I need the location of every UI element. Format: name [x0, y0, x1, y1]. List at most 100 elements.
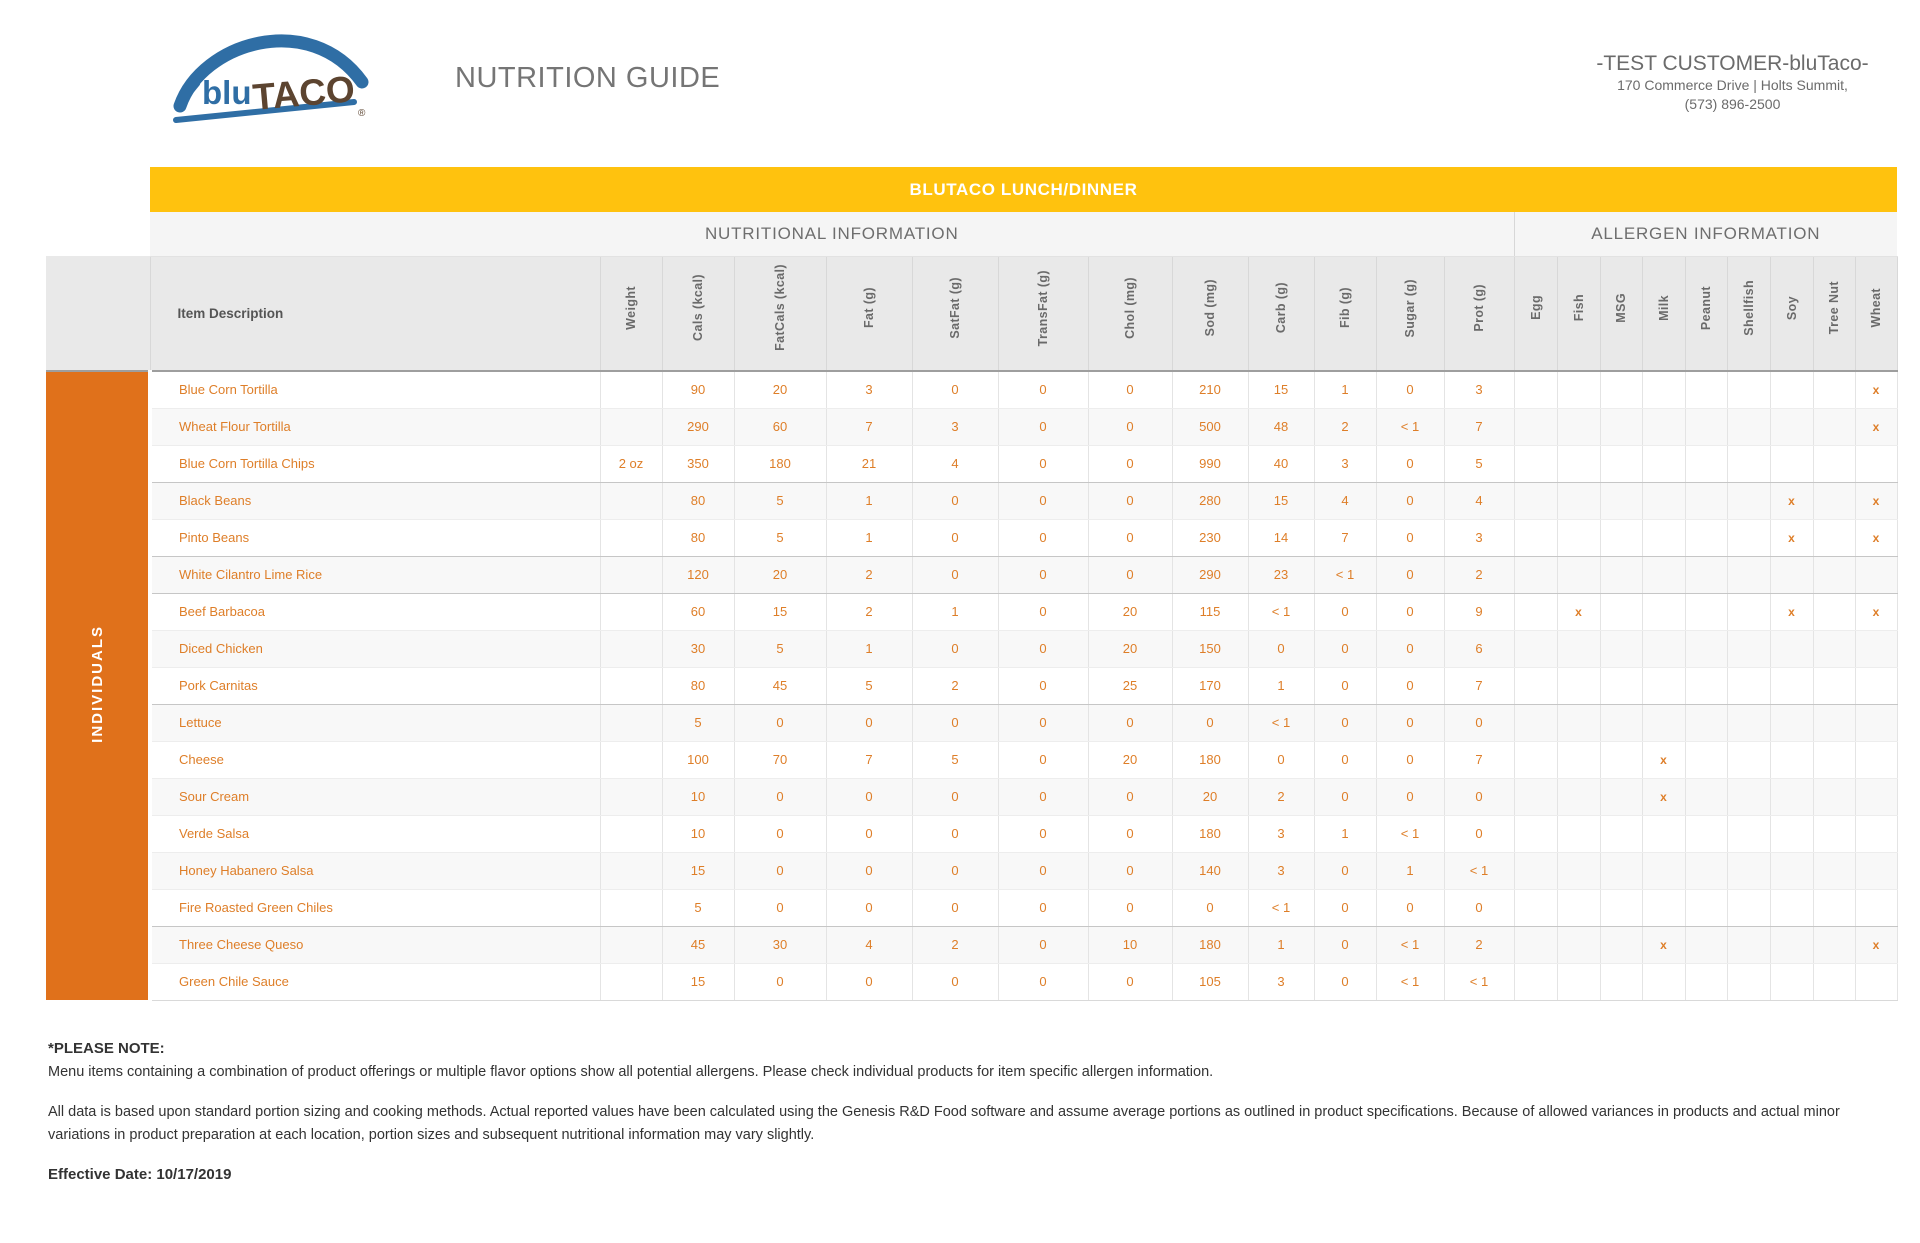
- value-chol-mg: 25: [1088, 667, 1173, 705]
- value-sugar-g: 0: [1376, 593, 1445, 631]
- value-sugar-g: 0: [1376, 889, 1445, 927]
- section-allergen-information: ALLERGEN INFORMATION: [1513, 212, 1898, 257]
- item-description: Pinto Beans: [149, 519, 601, 557]
- value-fatcals-kcal: 5: [734, 482, 827, 520]
- value-prot-g: 0: [1444, 778, 1515, 816]
- value-weight: [600, 704, 663, 742]
- value-satfat-g: 0: [912, 815, 999, 853]
- value-fat-g: 21: [826, 445, 913, 483]
- allergen-wheat: x: [1855, 482, 1898, 520]
- allergen-msg: [1600, 630, 1643, 668]
- value-sod-mg: 105: [1172, 963, 1249, 1001]
- column-header-sod-mg: Sod (mg): [1172, 256, 1249, 372]
- allergen-wheat: [1855, 741, 1898, 779]
- allergen-shellfish: [1727, 778, 1771, 816]
- value-fatcals-kcal: 0: [734, 852, 827, 890]
- allergen-egg: [1514, 482, 1558, 520]
- column-header-label: Tree Nut: [1827, 281, 1841, 335]
- value-cals-kcal: 10: [662, 815, 735, 853]
- item-description: Three Cheese Queso: [149, 926, 601, 964]
- value-fat-g: 2: [826, 556, 913, 594]
- allergen-msg: [1600, 815, 1643, 853]
- value-prot-g: 6: [1444, 630, 1515, 668]
- value-sod-mg: 290: [1172, 556, 1249, 594]
- value-carb-g: 1: [1248, 926, 1315, 964]
- value-carb-g: 15: [1248, 482, 1315, 520]
- allergen-fish: [1557, 889, 1601, 927]
- value-carb-g: < 1: [1248, 889, 1315, 927]
- value-prot-g: 7: [1444, 408, 1515, 446]
- column-header-label: MSG: [1614, 292, 1628, 323]
- value-sod-mg: 20: [1172, 778, 1249, 816]
- allergen-peanut: [1685, 371, 1728, 409]
- allergen-tree-nut: [1813, 926, 1856, 964]
- allergen-wheat: x: [1855, 593, 1898, 631]
- allergen-egg: [1514, 852, 1558, 890]
- allergen-tree-nut: [1813, 778, 1856, 816]
- column-header-label: Cals (kcal): [691, 274, 705, 342]
- value-fatcals-kcal: 45: [734, 667, 827, 705]
- value-transfat-g: 0: [998, 963, 1089, 1001]
- value-satfat-g: 2: [912, 667, 999, 705]
- allergen-shellfish: [1727, 556, 1771, 594]
- value-sod-mg: 230: [1172, 519, 1249, 557]
- allergen-soy: [1770, 667, 1814, 705]
- allergen-tree-nut: [1813, 445, 1856, 483]
- nutrition-table: BLUTACO LUNCH/DINNER NUTRITIONAL INFORMA…: [46, 167, 1898, 1001]
- value-chol-mg: 0: [1088, 408, 1173, 446]
- value-weight: [600, 371, 663, 409]
- allergen-egg: [1514, 778, 1558, 816]
- allergen-egg: [1514, 667, 1558, 705]
- value-transfat-g: 0: [998, 519, 1089, 557]
- value-weight: [600, 519, 663, 557]
- value-sugar-g: 0: [1376, 704, 1445, 742]
- column-header-egg: Egg: [1514, 256, 1558, 372]
- value-cals-kcal: 80: [662, 667, 735, 705]
- allergen-msg: [1600, 889, 1643, 927]
- value-prot-g: 5: [1444, 445, 1515, 483]
- section-header-row: NUTRITIONAL INFORMATION ALLERGEN INFORMA…: [46, 212, 1898, 257]
- value-carb-g: < 1: [1248, 593, 1315, 631]
- value-weight: 2 oz: [600, 445, 663, 483]
- value-fatcals-kcal: 5: [734, 519, 827, 557]
- allergen-peanut: [1685, 889, 1728, 927]
- allergen-wheat: [1855, 667, 1898, 705]
- allergen-shellfish: [1727, 593, 1771, 631]
- value-satfat-g: 0: [912, 852, 999, 890]
- value-transfat-g: 0: [998, 926, 1089, 964]
- value-carb-g: 23: [1248, 556, 1315, 594]
- column-header-label: Wheat: [1869, 288, 1884, 328]
- allergen-shellfish: [1727, 963, 1771, 1001]
- allergen-soy: [1770, 704, 1814, 742]
- allergen-msg: [1600, 408, 1643, 446]
- table-row-white-cilantro-lime-rice: White Cilantro Lime Rice 120 20 2 0 0 0 290 23 < …: [46, 556, 1898, 594]
- allergen-fish: [1557, 408, 1601, 446]
- table-row-black-beans: Black Beans 80 5 1 0 0 0 280 15 4 0 4 x x: [46, 482, 1898, 520]
- column-header-label: Carb (g): [1274, 282, 1288, 334]
- value-weight: [600, 630, 663, 668]
- logo-underline-swoosh: [173, 99, 357, 123]
- value-fib-g: 0: [1314, 741, 1377, 779]
- row-group-label: INDIVIDUALS: [88, 624, 106, 743]
- allergen-tree-nut: [1813, 630, 1856, 668]
- value-sod-mg: 280: [1172, 482, 1249, 520]
- value-weight: [600, 667, 663, 705]
- allergen-soy: [1770, 852, 1814, 890]
- allergen-shellfish: [1727, 371, 1771, 409]
- value-prot-g: 7: [1444, 667, 1515, 705]
- value-fib-g: 0: [1314, 778, 1377, 816]
- value-fib-g: 1: [1314, 815, 1377, 853]
- allergen-egg: [1514, 704, 1558, 742]
- value-carb-g: < 1: [1248, 704, 1315, 742]
- value-sugar-g: < 1: [1376, 408, 1445, 446]
- allergen-fish: [1557, 852, 1601, 890]
- value-sod-mg: 140: [1172, 852, 1249, 890]
- allergen-shellfish: [1727, 667, 1771, 705]
- allergen-milk: [1642, 704, 1686, 742]
- value-weight: [600, 852, 663, 890]
- allergen-soy: [1770, 741, 1814, 779]
- column-header-label: Weight: [624, 285, 638, 330]
- value-fib-g: 4: [1314, 482, 1377, 520]
- value-sugar-g: < 1: [1376, 926, 1445, 964]
